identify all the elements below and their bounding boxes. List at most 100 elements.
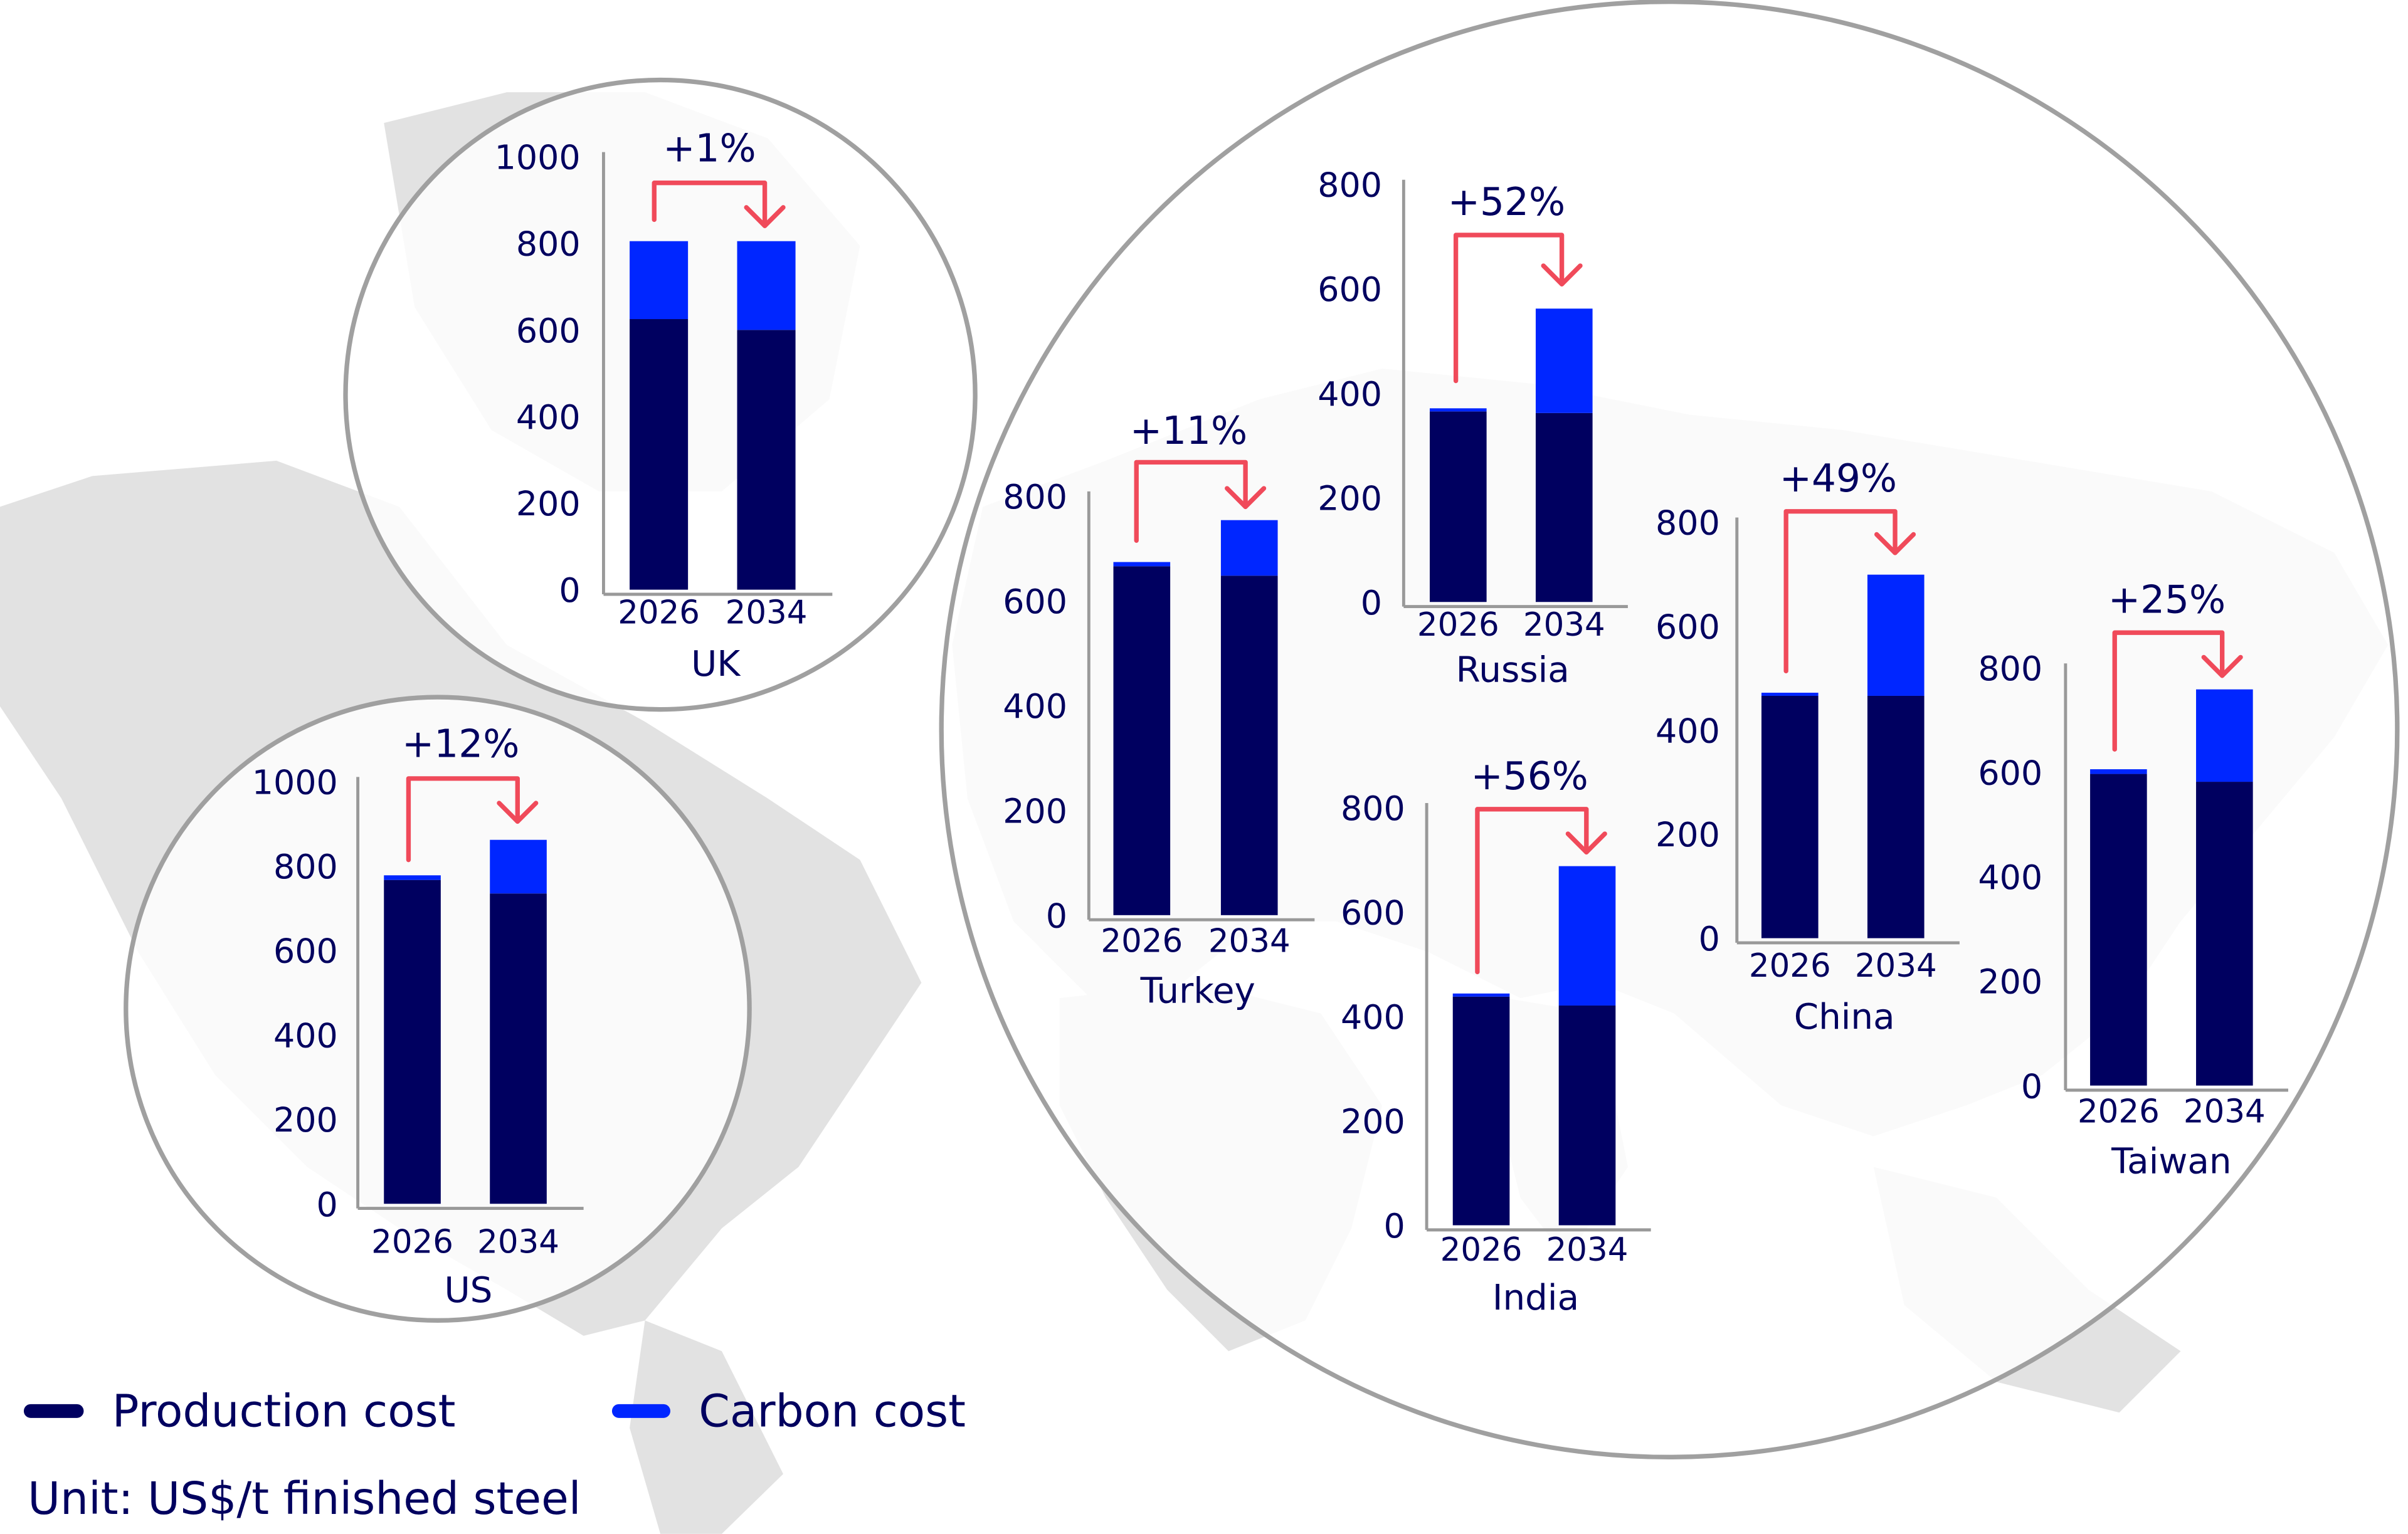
y-tick-label: 800 — [273, 847, 338, 886]
x-tick-label: 2034 — [2184, 1093, 2266, 1130]
change-arrow — [406, 776, 520, 863]
unit-label: Unit: US$/t finished steel — [28, 1473, 581, 1525]
change-label: +1% — [663, 126, 756, 171]
y-tick-label: 800 — [1341, 789, 1405, 828]
y-tick-label: 800 — [516, 224, 581, 264]
change-arrow — [1783, 509, 1898, 674]
carbon-cost-bar-2034 — [1220, 520, 1278, 576]
y-tick-label: 600 — [1978, 754, 2042, 793]
y-tick-label: 0 — [1699, 919, 1720, 959]
x-tick-label: 2034 — [1208, 923, 1291, 960]
carbon-cost-bar-2026 — [1430, 408, 1487, 412]
x-tick-label: 2026 — [2078, 1093, 2160, 1130]
carbon-cost-bar-2034 — [1867, 574, 1925, 696]
y-tick-label: 0 — [1361, 583, 1382, 623]
carbon-cost-bar-2026 — [384, 875, 441, 880]
arrow-head-icon — [497, 801, 539, 824]
change-label: +56% — [1471, 754, 1588, 799]
change-label: +52% — [1448, 180, 1565, 224]
y-tick-label: 200 — [1003, 791, 1067, 831]
chart-russia: 0 200 400 600 800 2026 2034 Russia +52% — [1318, 165, 1628, 691]
carbon-cost-bar-2034 — [1558, 866, 1616, 1006]
carbon-cost-bar-2034 — [1535, 308, 1593, 413]
carbon-cost-bar-2034 — [2196, 689, 2253, 782]
country-label: India — [1492, 1278, 1579, 1318]
y-tick-label: 0 — [2021, 1066, 2042, 1106]
y-tick-label: 0 — [1384, 1206, 1405, 1246]
x-tick-label: 2026 — [618, 594, 700, 632]
arrow-head-icon — [1541, 263, 1583, 286]
y-tick-label: 200 — [273, 1100, 338, 1140]
carbon-cost-bar-2034 — [490, 839, 547, 894]
change-arrow — [1134, 460, 1248, 543]
arrow-head-icon — [744, 205, 786, 228]
landmass-shape — [630, 1320, 783, 1534]
y-tick-label: 200 — [1341, 1102, 1405, 1142]
change-arrow — [1453, 233, 1565, 384]
x-tick-label: 2034 — [1546, 1231, 1629, 1269]
x-tick-label: 2026 — [1101, 923, 1183, 960]
y-tick-label: 600 — [1656, 607, 1720, 646]
country-label: UK — [691, 644, 741, 685]
x-tick-label: 2026 — [1440, 1231, 1523, 1269]
y-tick-label: 0 — [316, 1185, 337, 1224]
arrow-head-icon — [2201, 654, 2243, 678]
legend-carbon-label: Carbon cost — [699, 1385, 966, 1437]
production-cost-bar-2026 — [1761, 695, 1819, 938]
x-tick-label: 2034 — [1855, 947, 1937, 985]
y-tick-label: 1000 — [252, 762, 338, 802]
carbon-cost-bar-2026 — [1761, 692, 1819, 696]
carbon-cost-bar-2026 — [2090, 769, 2147, 774]
y-tick-label: 0 — [1046, 896, 1067, 935]
y-tick-label: 400 — [273, 1016, 338, 1055]
y-tick-label: 400 — [1341, 997, 1405, 1037]
production-cost-bar-2034 — [1558, 1005, 1616, 1226]
arrow-head-icon — [1225, 486, 1267, 510]
change-label: +25% — [2108, 577, 2226, 622]
x-tick-label: 2034 — [477, 1224, 559, 1261]
y-tick-label: 600 — [1003, 582, 1067, 621]
production-cost-bar-2034 — [1220, 575, 1278, 915]
y-tick-label: 200 — [516, 484, 581, 523]
production-cost-bar-2034 — [490, 893, 547, 1204]
y-tick-label: 800 — [1318, 165, 1382, 205]
production-cost-bar-2034 — [2196, 782, 2253, 1086]
y-tick-label: 0 — [559, 570, 580, 610]
x-tick-label: 2034 — [726, 594, 808, 632]
y-tick-label: 400 — [1003, 686, 1067, 726]
y-tick-label: 600 — [1318, 270, 1382, 309]
y-tick-label: 800 — [1978, 649, 2042, 688]
carbon-cost-bar-2034 — [737, 241, 796, 330]
country-label: Russia — [1456, 650, 1570, 691]
y-tick-label: 400 — [516, 397, 581, 437]
carbon-cost-bar-2026 — [1113, 562, 1171, 567]
country-label: China — [1794, 997, 1895, 1038]
production-cost-bar-2026 — [384, 880, 441, 1204]
y-tick-label: 1000 — [495, 138, 581, 177]
change-arrow — [652, 180, 768, 228]
y-tick-label: 400 — [1318, 374, 1382, 414]
production-cost-bar-2026 — [1113, 566, 1171, 915]
x-tick-label: 2026 — [1417, 606, 1499, 644]
x-tick-label: 2026 — [371, 1224, 453, 1261]
y-tick-label: 400 — [1978, 858, 2042, 897]
arrow-head-icon — [1874, 532, 1916, 555]
change-arrow — [2112, 630, 2225, 752]
chart-india: 0 200 400 600 800 2026 2034 India +56% — [1341, 754, 1651, 1318]
x-tick-label: 2026 — [1749, 947, 1831, 985]
change-label: +49% — [1780, 456, 1897, 501]
production-cost-bar-2026 — [1452, 996, 1510, 1226]
chart-turkey: 0 200 400 600 800 2026 2034 Turkey +11% — [1003, 409, 1315, 1011]
production-cost-bar-2034 — [737, 330, 796, 590]
change-arrow — [1475, 807, 1589, 975]
legend: Production cost Carbon cost Unit: US$/t … — [23, 1385, 966, 1525]
country-label: US — [444, 1270, 492, 1311]
charts: 0 200 400 600 800 1000 2026 2034 UK +1% 0 200 400 600… — [252, 126, 2288, 1318]
y-tick-label: 600 — [1341, 893, 1405, 933]
production-cost-bar-2026 — [1430, 411, 1487, 602]
country-label: Turkey — [1140, 970, 1255, 1011]
y-tick-label: 200 — [1318, 478, 1382, 518]
production-cost-bar-2034 — [1535, 412, 1593, 602]
production-cost-bar-2026 — [2090, 774, 2147, 1086]
